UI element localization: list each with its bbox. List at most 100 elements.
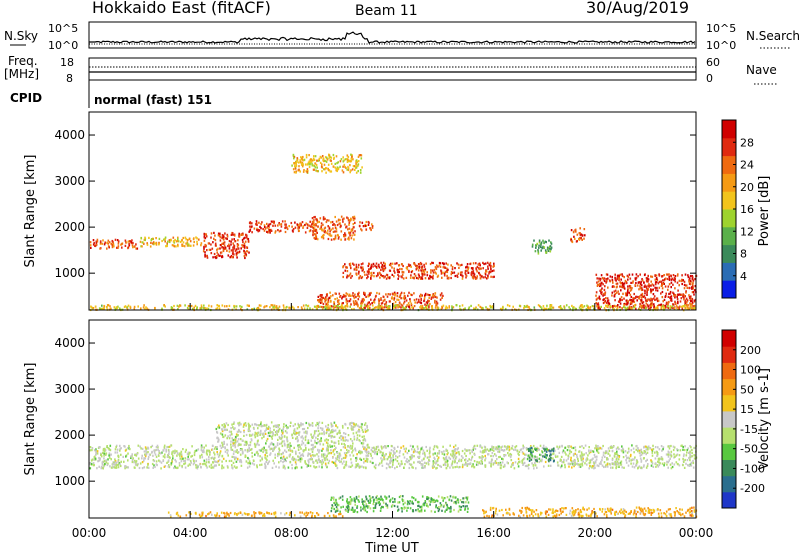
scatter-point xyxy=(102,447,105,451)
scatter-point xyxy=(620,282,622,285)
scatter-point xyxy=(685,284,688,287)
scatter-point xyxy=(471,276,474,279)
scatter-point xyxy=(355,296,357,299)
scatter-point xyxy=(270,229,273,232)
scatter-point xyxy=(317,455,320,458)
scatter-point xyxy=(618,292,620,295)
scatter-point xyxy=(213,453,216,456)
scatter-point xyxy=(252,459,255,462)
scatter-point xyxy=(601,287,603,290)
scatter-point xyxy=(334,215,336,219)
scatter-point xyxy=(158,459,160,462)
scatter-point xyxy=(251,225,253,228)
scatter-point xyxy=(603,465,605,469)
scatter-point xyxy=(176,304,179,307)
scatter-point xyxy=(504,445,506,448)
scatter-point xyxy=(351,294,354,297)
scatter-point xyxy=(196,464,199,467)
scatter-point xyxy=(382,458,384,461)
scatter-point xyxy=(570,458,572,462)
scatter-point xyxy=(619,302,622,305)
scatter-point xyxy=(619,285,621,288)
scatter-point xyxy=(422,466,424,469)
scatter-point xyxy=(352,428,355,431)
scatter-point xyxy=(670,286,672,289)
scatter-point xyxy=(413,292,415,295)
scatter-point xyxy=(106,463,109,467)
scatter-point xyxy=(369,460,372,463)
scatter-point xyxy=(451,455,454,458)
scatter-point xyxy=(380,297,382,300)
scatter-point xyxy=(132,246,134,249)
scatter-point xyxy=(366,303,369,306)
scatter-point xyxy=(342,165,344,168)
scatter-point xyxy=(391,292,394,295)
scatter-point xyxy=(391,262,394,265)
scatter-point xyxy=(258,229,261,232)
scatter-point xyxy=(246,466,249,469)
scatter-point xyxy=(228,304,231,307)
scatter-point xyxy=(578,450,580,453)
scatter-point xyxy=(236,251,239,254)
scatter-point xyxy=(375,265,378,268)
scatter-point xyxy=(465,454,467,458)
scatter-point xyxy=(346,270,349,273)
scatter-point xyxy=(645,453,647,456)
scatter-point xyxy=(183,245,186,248)
scatter-point xyxy=(469,452,471,455)
scatter-point xyxy=(545,307,548,310)
scatter-point xyxy=(355,159,358,162)
scatter-point xyxy=(397,306,399,309)
scatter-point xyxy=(598,297,600,300)
scatter-point xyxy=(323,218,325,221)
scatter-point xyxy=(604,293,606,296)
scatter-point xyxy=(606,301,608,304)
scatter-point xyxy=(404,450,407,453)
scatter-point xyxy=(616,291,618,294)
scatter-point xyxy=(390,444,393,448)
scatter-point xyxy=(305,430,307,433)
scatter-point xyxy=(211,466,213,469)
scatter-point xyxy=(145,448,148,451)
scatter-point xyxy=(635,448,638,451)
scatter-point xyxy=(581,304,583,307)
scatter-point xyxy=(176,239,179,242)
scatter-point xyxy=(192,463,195,466)
scatter-point xyxy=(645,287,648,290)
scatter-point xyxy=(567,457,569,460)
scatter-point xyxy=(489,449,491,452)
scatter-point xyxy=(655,298,658,301)
scatter-point xyxy=(291,229,294,232)
scatter-point xyxy=(303,307,306,310)
scatter-point xyxy=(306,430,308,433)
scatter-point xyxy=(117,460,119,463)
scatter-point xyxy=(266,226,268,229)
scatter-point xyxy=(676,281,679,284)
scatter-point xyxy=(356,294,359,297)
scatter-point xyxy=(361,229,363,232)
scatter-point xyxy=(370,277,372,280)
scatter-point xyxy=(184,462,187,465)
scatter-point xyxy=(492,455,494,458)
scatter-point xyxy=(561,451,564,454)
scatter-point xyxy=(158,451,161,454)
scatter-point xyxy=(368,272,370,275)
scatter-point xyxy=(368,268,370,271)
scatter-point xyxy=(550,246,553,249)
scatter-point xyxy=(257,306,260,309)
scatter-point xyxy=(678,293,681,296)
scatter-point xyxy=(293,429,295,432)
scatter-point xyxy=(122,455,124,458)
scatter-point xyxy=(442,445,444,448)
scatter-point xyxy=(227,308,230,311)
scatter-point xyxy=(120,460,122,463)
scatter-point xyxy=(275,305,278,308)
scatter-point xyxy=(421,446,424,449)
scatter-point xyxy=(119,449,121,452)
scatter-point xyxy=(242,237,245,240)
scatter-point xyxy=(400,291,403,294)
scatter-point xyxy=(204,243,206,247)
scatter-point xyxy=(224,232,226,235)
scatter-point xyxy=(526,305,529,308)
scatter-point xyxy=(469,462,471,465)
